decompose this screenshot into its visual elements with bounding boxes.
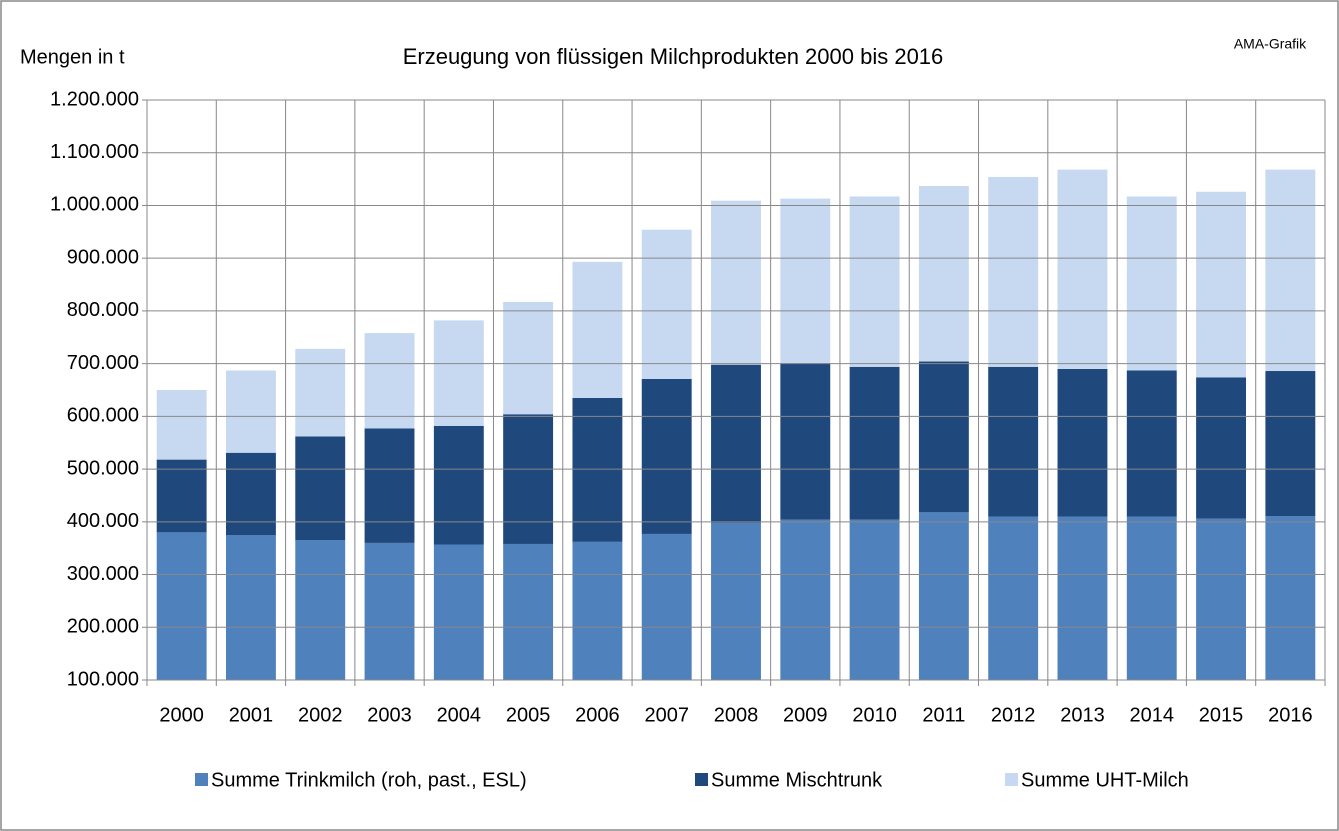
bar-segment — [156, 390, 207, 460]
legend-label: Summe Mischtrunk — [711, 769, 883, 791]
y-tick-label: 500.000 — [67, 457, 139, 479]
y-tick-label: 700.000 — [67, 352, 139, 374]
y-tick-label: 800.000 — [67, 299, 139, 321]
bar-segment — [1057, 516, 1108, 680]
bar-segment — [295, 348, 346, 437]
bar-segment — [433, 320, 484, 426]
bar-segment — [641, 229, 692, 379]
bar-segment — [433, 544, 484, 680]
bar-segment — [1265, 371, 1316, 517]
x-tick-label: 2003 — [367, 704, 412, 726]
x-tick-label: 2015 — [1199, 704, 1244, 726]
chart-title: Erzeugung von flüssigen Milchprodukten 2… — [403, 44, 944, 69]
bar-segment — [1196, 377, 1247, 519]
bar-segment — [225, 370, 276, 453]
legend-label: Summe Trinkmilch (roh, past., ESL) — [211, 769, 527, 791]
x-tick-label: 2004 — [437, 704, 482, 726]
y-tick-label: 300.000 — [67, 563, 139, 585]
bar-segment — [849, 366, 900, 520]
bar-segment — [225, 535, 276, 680]
bar-segment — [572, 397, 623, 542]
bar-segment — [364, 542, 415, 680]
plot-area — [156, 169, 1316, 680]
y-tick-label: 200.000 — [67, 616, 139, 638]
legend-swatch — [195, 773, 208, 786]
bar-segment — [225, 452, 276, 535]
x-tick-label: 2011 — [922, 704, 965, 726]
y-tick-label: 400.000 — [67, 510, 139, 532]
bar-segment — [572, 261, 623, 398]
legend-swatch — [1005, 773, 1018, 786]
bar-segment — [1126, 370, 1177, 517]
bar-segment — [503, 543, 554, 680]
y-tick-label: 100.000 — [67, 668, 139, 690]
bar-segment — [711, 364, 761, 523]
y-tick-label: 1.200.000 — [50, 88, 139, 110]
x-tick-label: 2016 — [1268, 704, 1313, 726]
bar-segment — [295, 436, 346, 541]
bar-segment — [849, 196, 900, 367]
x-tick-label: 2006 — [575, 704, 620, 726]
bar-segment — [503, 414, 554, 544]
bar-segment — [156, 459, 207, 533]
bar-segment — [918, 512, 969, 680]
x-tick-label: 2013 — [1060, 704, 1105, 726]
x-tick-label: 2002 — [298, 704, 343, 726]
bar-segment — [1265, 516, 1316, 680]
bar-segment — [156, 532, 207, 680]
y-tick-label: 600.000 — [67, 405, 139, 427]
x-tick-label: 2005 — [506, 704, 551, 726]
bar-segment — [641, 378, 692, 534]
legend-label: Summe UHT-Milch — [1021, 769, 1189, 791]
bar-segment — [988, 176, 1039, 367]
x-tick-label: 2010 — [852, 704, 897, 726]
source-note: AMA-Grafik — [1234, 36, 1307, 52]
bar-segment — [364, 333, 415, 429]
x-tick-label: 2000 — [159, 704, 204, 726]
bar-segment — [364, 428, 415, 543]
x-tick-label: 2009 — [783, 704, 828, 726]
bar-segment — [1196, 191, 1247, 378]
bar-segment — [780, 198, 831, 364]
x-tick-label: 2007 — [644, 704, 689, 726]
bar-segment — [1126, 196, 1177, 371]
bar-segment — [988, 516, 1039, 680]
bar-segment — [849, 519, 900, 680]
bar-segment — [641, 533, 692, 680]
bar-segment — [780, 363, 831, 520]
bar-segment — [1057, 368, 1108, 517]
bar-segment — [503, 301, 554, 415]
bar-segment — [1196, 518, 1247, 680]
bar-segment — [988, 366, 1039, 517]
bar-segment — [572, 541, 623, 680]
y-tick-label: 900.000 — [67, 246, 139, 268]
bar-segment — [711, 522, 761, 680]
x-tick-label: 2012 — [991, 704, 1036, 726]
bar-segment — [711, 200, 761, 365]
bar-segment — [918, 361, 969, 513]
x-tick-label: 2008 — [714, 704, 759, 726]
bar-segment — [1265, 169, 1316, 372]
bar-segment — [918, 185, 969, 362]
x-tick-label: 2014 — [1130, 704, 1175, 726]
y-axis-label: Mengen in t — [20, 46, 125, 68]
bar-segment — [780, 519, 831, 680]
bar-segment — [1057, 169, 1108, 369]
y-tick-label: 1.000.000 — [50, 194, 139, 216]
bar-segment — [1126, 516, 1177, 680]
legend-swatch — [695, 773, 708, 786]
bar-segment — [295, 540, 346, 680]
bar-segment — [433, 425, 484, 545]
y-tick-label: 1.100.000 — [50, 141, 139, 163]
x-tick-label: 2001 — [229, 704, 274, 726]
